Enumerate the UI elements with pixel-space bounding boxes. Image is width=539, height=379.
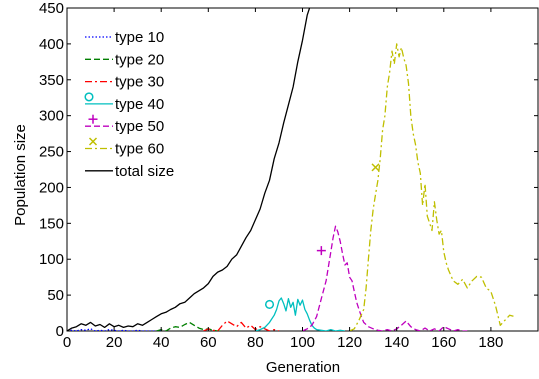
legend-item-total-size: total size: [85, 163, 174, 180]
x-tick-label: 160: [431, 334, 456, 351]
x-tick-label: 180: [478, 334, 503, 351]
axes-frame: [66, 7, 539, 332]
legend-marker: [88, 114, 98, 124]
y-axis: 0 50 100 150 200 250 300 350 400 450: [39, 0, 538, 340]
legend-label: total size: [115, 163, 174, 180]
legend-marker: [88, 137, 98, 146]
legend-label: type 50: [115, 118, 164, 135]
legend-label: type 40: [115, 96, 164, 113]
legend-item-type-20: type 20: [85, 51, 164, 68]
legend-item-type-50: type 50: [85, 114, 164, 135]
series-line-total-size: [67, 8, 311, 331]
legend-label: type 60: [115, 141, 164, 158]
series-marker-type-60: [371, 163, 380, 172]
legend-item-type-40: type 40: [84, 92, 164, 113]
legend-label: type 30: [115, 74, 164, 91]
series-line-type-40: [255, 297, 345, 331]
plot-area: 0 20 40 60 80 100 120 140 160 180 0 50 100 150 200 250…: [39, 0, 539, 351]
x-tick-label: 80: [247, 334, 264, 351]
x-tick-label: 20: [106, 334, 123, 351]
y-tick-label: 100: [39, 251, 64, 268]
x-axis-title: Generation: [266, 359, 340, 376]
legend-item-type-60: type 60: [85, 137, 164, 158]
legend-marker: [84, 92, 94, 102]
y-tick-label: 150: [39, 215, 64, 232]
series-line-type-20: [156, 321, 223, 331]
legend-item-type-30: type 30: [85, 74, 164, 91]
y-tick-label: 0: [56, 323, 64, 340]
x-tick-label: 140: [384, 334, 409, 351]
series-marker-type-40: [264, 299, 275, 309]
legend-item-type-10: type 10: [85, 29, 164, 46]
series-layer: [67, 8, 515, 331]
x-tick-label: 120: [337, 334, 362, 351]
x-tick-label: 40: [153, 334, 170, 351]
y-tick-label: 350: [39, 72, 64, 89]
x-tick-label: 60: [200, 334, 217, 351]
series-line-type-60: [349, 43, 515, 331]
legend-label: type 20: [115, 51, 164, 68]
y-tick-label: 50: [47, 287, 64, 304]
legend-label: type 10: [115, 29, 164, 46]
y-tick-label: 450: [39, 0, 64, 17]
x-tick-label: 0: [63, 334, 71, 351]
series-line-type-30: [203, 320, 280, 331]
series-line-type-50: [302, 225, 468, 331]
y-tick-label: 200: [39, 179, 64, 196]
y-tick-label: 250: [39, 144, 64, 161]
legend: type 10 type 20 type 30 type 40 type 50 type …: [84, 29, 174, 180]
x-tick-label: 100: [290, 334, 315, 351]
y-axis-title: Population size: [12, 124, 29, 226]
y-tick-label: 300: [39, 108, 64, 125]
y-tick-label: 400: [39, 36, 64, 53]
series-marker-type-50: [316, 246, 326, 256]
x-axis: 0 20 40 60 80 100 120 140 160 180: [63, 8, 503, 351]
